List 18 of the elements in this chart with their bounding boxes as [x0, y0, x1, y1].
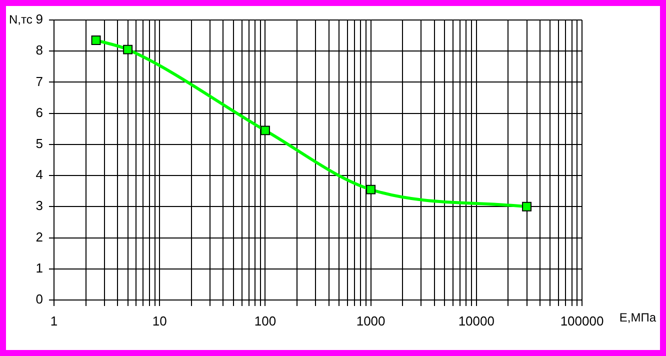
y-axis-title: N,тс: [9, 12, 32, 26]
x-tick-label: 10000: [458, 313, 494, 328]
x-tick-label: 100000: [560, 313, 604, 328]
y-tick-label: 9: [36, 12, 43, 27]
y-tick-label: 6: [36, 104, 43, 120]
y-tick-label: 3: [36, 198, 43, 214]
y-tick-label: 7: [36, 74, 43, 89]
y-tick-label: 8: [36, 42, 43, 58]
y-tick-label: 5: [36, 136, 43, 152]
x-tick-label: 1000: [356, 313, 386, 328]
y-tick-label: 0: [36, 292, 43, 307]
x-tick-label: 1: [50, 313, 58, 328]
y-tick-label: 1: [36, 260, 43, 276]
x-tick-label: 10: [152, 313, 167, 328]
y-tick-label: 4: [36, 167, 43, 182]
y-tick-label: 2: [36, 229, 43, 244]
x-tick-label: 100: [254, 313, 276, 328]
x-axis-title: Е,МПа: [619, 310, 656, 324]
